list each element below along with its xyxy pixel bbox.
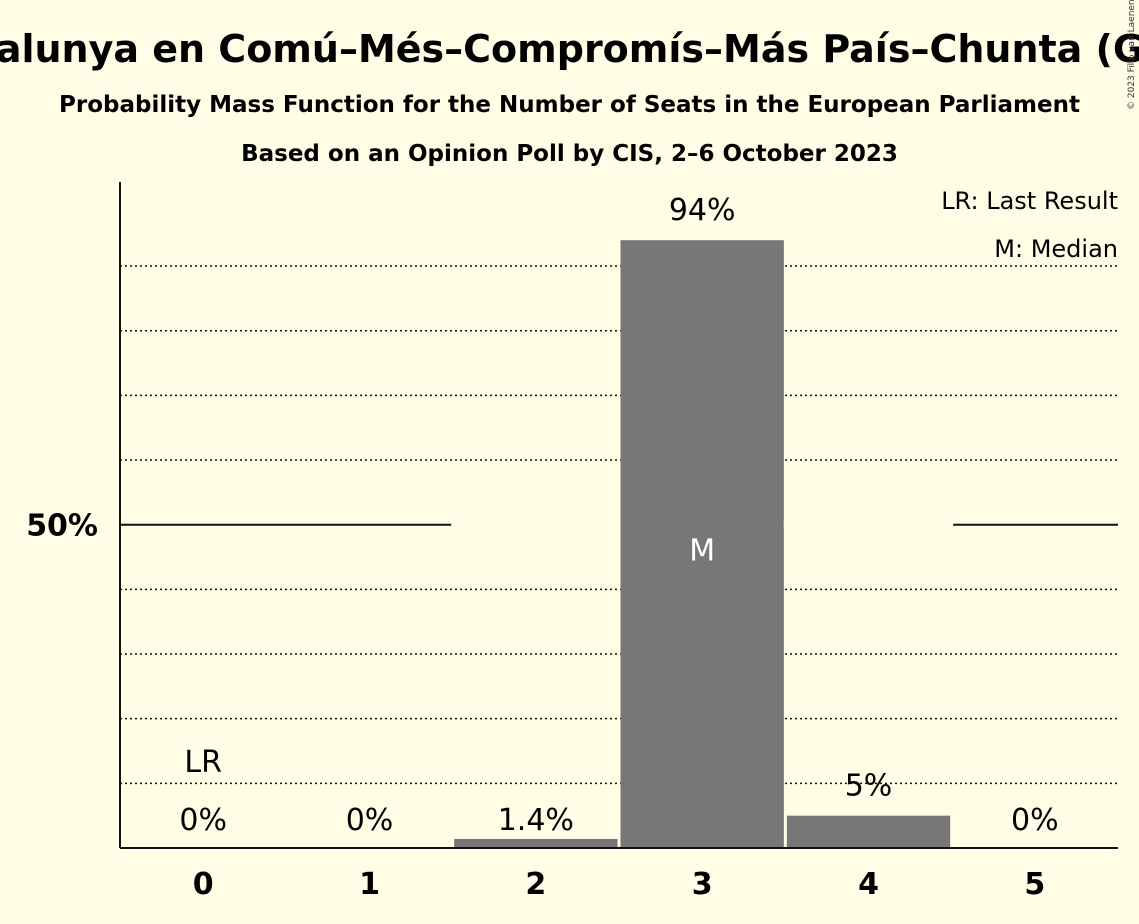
data-label: 0% <box>1011 803 1059 838</box>
data-label: 94% <box>669 193 736 228</box>
data-label: 0% <box>346 803 394 838</box>
data-label: 0% <box>179 803 227 838</box>
x-tick-label: 4 <box>858 867 879 902</box>
chart-title: Sumar–Catalunya en Comú–Més–Compromís–Má… <box>0 27 1139 71</box>
bar <box>620 240 784 849</box>
axes: 50% 0 1 2 3 4 5 <box>26 182 1118 902</box>
bar <box>786 815 951 848</box>
bar-outline <box>451 521 621 528</box>
last-result-marker: LR <box>184 745 222 780</box>
legend-median: M: Median <box>994 235 1118 263</box>
data-label: 1.4% <box>498 803 574 838</box>
y-tick-label: 50% <box>26 509 98 544</box>
x-tick-label: 0 <box>193 867 214 902</box>
copyright-notice: © 2023 Filip van Laenen <box>1127 0 1137 110</box>
chart-subtitle: Probability Mass Function for the Number… <box>59 92 1080 118</box>
data-label: 5% <box>845 769 893 804</box>
x-tick-label: 1 <box>359 867 380 902</box>
median-marker: M <box>689 534 715 569</box>
labels: 0% LR 0% 1.4% 94% M 5% 0% <box>179 193 1058 838</box>
x-tick-label: 2 <box>525 867 546 902</box>
bar <box>454 838 618 848</box>
chart-subtitle-poll: Based on an Opinion Poll by CIS, 2–6 Oct… <box>241 141 898 167</box>
legend-last-result: LR: Last Result <box>941 187 1118 215</box>
bars <box>451 240 954 849</box>
x-tick-label: 3 <box>692 867 713 902</box>
bar-outline <box>783 521 954 528</box>
x-tick-label: 5 <box>1024 867 1045 902</box>
